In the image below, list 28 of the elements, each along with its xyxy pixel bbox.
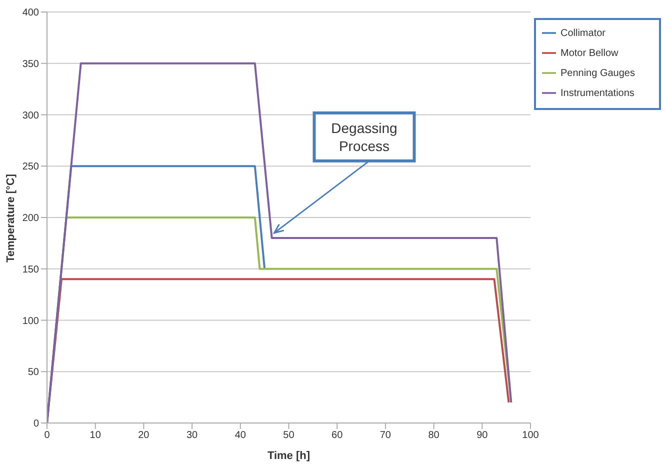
y-tick-label: 150 [22, 264, 40, 276]
y-tick-label: 50 [28, 367, 40, 378]
y-tick-label: 400 [22, 8, 40, 19]
y-axis-title: Temperature [°C] [4, 174, 17, 262]
x-tick-label: 80 [428, 430, 440, 442]
annotation: Degassing Process [331, 120, 398, 154]
y-tick-label: 100 [22, 316, 40, 327]
x-tick-label: 100 [522, 430, 540, 442]
x-tick-label: 0 [44, 430, 50, 442]
y-tick-label: 250 [22, 162, 40, 173]
legend-label: Penning Gauges [560, 68, 635, 79]
x-tick-label: 30 [186, 430, 198, 442]
y-tick-label: 350 [22, 58, 40, 70]
y-tick-label: 0 [33, 418, 40, 430]
y-tick-label: 300 [22, 110, 40, 122]
x-axis-title: Time [h] [267, 450, 310, 462]
y-tick-label: 200 [22, 213, 40, 224]
x-tick-label: 50 [283, 430, 295, 442]
x-tick-label: 60 [332, 430, 344, 442]
x-tick-label: 70 [380, 430, 392, 442]
x-tick-label: 40 [234, 430, 246, 442]
legend-label: Collimator [560, 28, 606, 39]
legend-label: Motor Bellow [560, 48, 618, 59]
x-tick-label: 20 [138, 430, 150, 442]
x-tick-label: 10 [90, 430, 102, 442]
x-tick-label: 90 [476, 430, 488, 442]
legend-label: Instrumentations [560, 88, 634, 99]
line-series [47, 62, 512, 423]
